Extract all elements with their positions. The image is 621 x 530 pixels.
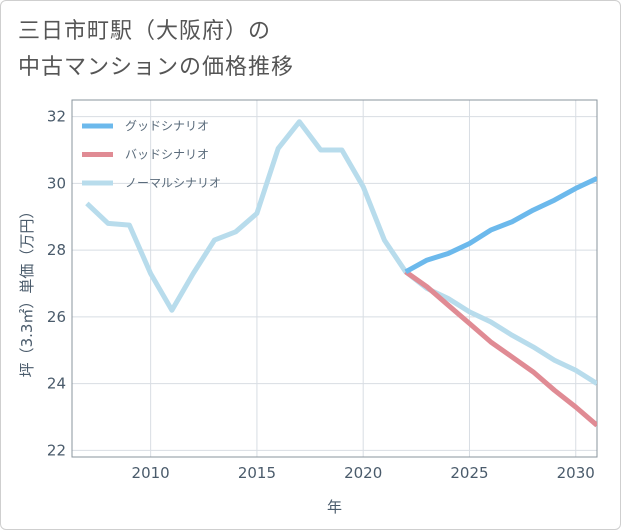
chart-title-line2: 中古マンションの価格推移 — [18, 55, 295, 80]
y-tick-label: 32 — [47, 108, 66, 126]
legend-label: グッドシナリオ — [125, 119, 209, 133]
y-tick-label: 30 — [47, 174, 66, 192]
x-tick-label: 2015 — [238, 464, 276, 482]
y-axis-label: 坪（3.3㎡）単価（万円） — [18, 204, 36, 378]
x-tick-label: 2020 — [344, 464, 382, 482]
grid — [72, 100, 597, 457]
series-line-3 — [85, 119, 597, 386]
plot-area — [71, 99, 598, 458]
legend-label: バッドシナリオ — [125, 148, 209, 162]
series-line-2 — [404, 269, 597, 428]
series-layer — [85, 119, 597, 428]
tick-labels: 22 24 26 28 30 32 2010 2015 2020 2025 2030 — [47, 108, 595, 482]
series-line-1 — [404, 176, 597, 274]
x-tick-label: 2025 — [450, 464, 488, 482]
chart-title: 三日市町駅（大阪府）の 中古マンションの価格推移 — [18, 14, 294, 86]
x-tick-label: 2010 — [132, 464, 170, 482]
y-tick-label: 26 — [47, 308, 66, 326]
y-tick-label: 28 — [47, 241, 66, 259]
plot-border — [71, 99, 598, 458]
y-tick-label: 24 — [47, 375, 66, 393]
chart-title-line1: 三日市町駅（大阪府）の — [18, 19, 272, 44]
x-axis-label: 年 — [327, 498, 342, 516]
legend-label: ノーマルシナリオ — [125, 176, 221, 190]
y-tick-label: 22 — [47, 441, 66, 459]
x-tick-label: 2030 — [557, 464, 595, 482]
